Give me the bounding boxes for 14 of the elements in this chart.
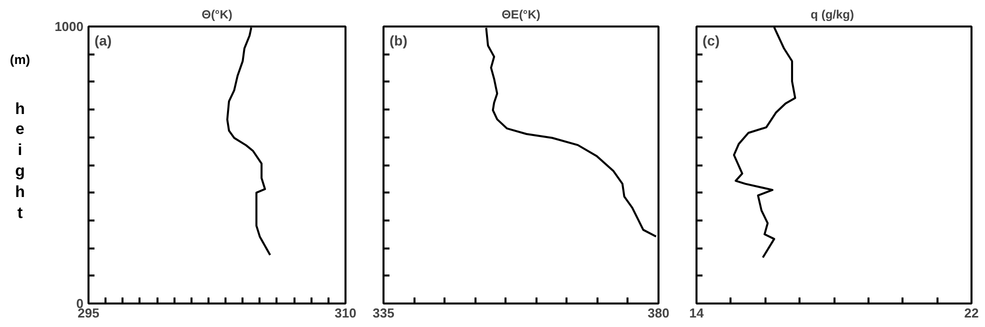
annotation: (c)	[702, 32, 720, 48]
x-tick-label: 310	[334, 306, 356, 320]
x-tick-label: 380	[648, 306, 670, 320]
y-axis-title: height	[14, 100, 26, 224]
chart-title: ΘE(°K)	[502, 8, 540, 22]
x-tick-label: 14	[689, 306, 704, 320]
x-tick-label: 335	[372, 306, 394, 320]
chart-title: Θ(°K)	[202, 8, 232, 22]
text: (m)	[8, 51, 32, 69]
x-tick-label: 22	[964, 306, 979, 320]
annotation: (a)	[94, 32, 112, 48]
y-tick-label: 1000	[54, 19, 84, 34]
annotation: (b)	[390, 32, 408, 48]
chart-title: q (g/kg)	[810, 8, 854, 22]
